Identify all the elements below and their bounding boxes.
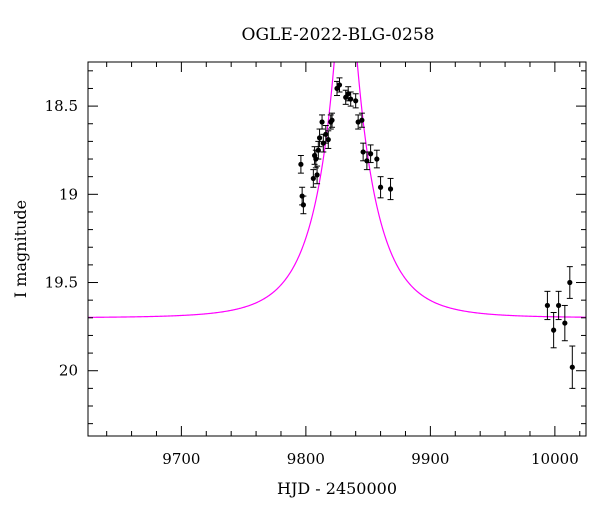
data-point-23 xyxy=(358,112,365,128)
data-point-24 xyxy=(360,142,367,162)
data-point-marker xyxy=(310,175,316,182)
data-point-27 xyxy=(373,149,380,169)
data-point-marker xyxy=(556,302,562,309)
y-tick-label: 19 xyxy=(59,185,78,203)
x-axis-label: HJD - 2450000 xyxy=(277,479,397,498)
data-point-marker xyxy=(319,119,325,125)
data-point-17 xyxy=(336,77,343,93)
data-point-33 xyxy=(561,304,568,342)
data-point-7 xyxy=(314,165,321,185)
x-tick-label: 9800 xyxy=(287,450,325,468)
data-point-13 xyxy=(325,130,332,149)
data-point-32 xyxy=(555,290,562,321)
y-tick-label: 19.5 xyxy=(45,274,78,292)
data-point-marker xyxy=(359,117,365,123)
x-tick-label: 9900 xyxy=(411,450,449,468)
data-point-8 xyxy=(315,140,322,160)
data-point-marker xyxy=(329,117,335,123)
chart-title: OGLE-2022-BLG-0258 xyxy=(242,25,435,45)
data-point-marker xyxy=(316,135,323,141)
data-point-29 xyxy=(387,177,394,201)
data-point-marker xyxy=(348,96,354,102)
data-point-31 xyxy=(550,312,557,349)
data-point-28 xyxy=(377,176,384,199)
data-point-marker xyxy=(562,320,568,326)
data-point-marker xyxy=(551,327,557,333)
data-point-marker xyxy=(353,98,359,104)
model-curve xyxy=(88,62,586,318)
y-tick-label: 20 xyxy=(59,362,78,380)
data-point-marker xyxy=(544,302,551,309)
data-point-marker xyxy=(336,82,343,88)
data-point-21 xyxy=(352,93,359,109)
data-point-20 xyxy=(347,91,354,107)
data-point-marker xyxy=(323,131,329,137)
data-point-marker xyxy=(314,172,320,178)
x-tick-label: 10000 xyxy=(531,450,579,468)
data-point-10 xyxy=(319,114,326,130)
data-point-marker xyxy=(360,149,366,155)
plot-area xyxy=(88,62,586,389)
y-tick-label: 18.5 xyxy=(45,97,78,115)
data-point-marker xyxy=(377,184,384,190)
data-point-marker xyxy=(300,202,306,208)
data-point-4 xyxy=(310,169,317,188)
data-point-marker xyxy=(368,151,374,157)
data-point-30 xyxy=(544,290,551,321)
data-point-34 xyxy=(566,266,573,299)
data-point-marker xyxy=(567,279,573,286)
data-point-26 xyxy=(367,144,374,164)
data-point-marker xyxy=(569,364,575,370)
plot-frame xyxy=(87,61,587,437)
data-point-9 xyxy=(316,128,323,148)
data-point-1 xyxy=(297,155,304,174)
data-point-marker xyxy=(374,156,380,162)
data-point-marker xyxy=(387,186,394,192)
data-point-marker xyxy=(325,137,331,143)
data-point-3 xyxy=(300,195,307,215)
y-axis-label: I magnitude xyxy=(11,200,30,298)
data-point-15 xyxy=(329,112,336,128)
data-point-35 xyxy=(569,345,576,389)
data-point-marker xyxy=(315,147,321,153)
data-point-marker xyxy=(298,161,304,167)
x-tick-label: 9700 xyxy=(162,450,200,468)
